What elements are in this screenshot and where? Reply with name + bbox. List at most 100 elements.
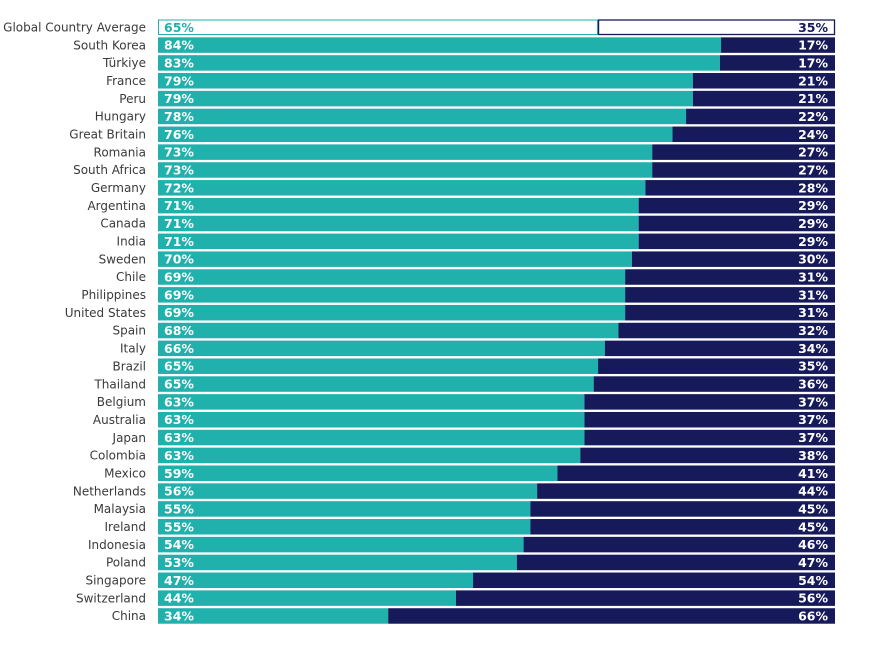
bar-left-japan xyxy=(158,429,585,446)
bar-left-peru xyxy=(158,90,693,107)
bar-left-ireland xyxy=(158,519,531,535)
value-label-left-hungary: 78% xyxy=(164,109,194,124)
value-label-left-peru: 79% xyxy=(164,91,194,106)
bar-left-turkiye xyxy=(158,55,720,71)
category-label-romania: Romania xyxy=(94,145,146,159)
value-label-right-united-states: 31% xyxy=(798,305,828,320)
bar-right-south-korea xyxy=(721,37,835,53)
value-label-right-global-country-average: 35% xyxy=(798,20,828,35)
bar-left-hungary xyxy=(158,108,687,125)
bar-left-argentina xyxy=(158,197,639,214)
bar-left-indonesia xyxy=(158,536,524,553)
value-label-left-netherlands: 56% xyxy=(164,484,194,499)
value-label-left-australia: 63% xyxy=(164,412,194,427)
category-label-south-africa: South Africa xyxy=(73,163,146,177)
category-label-peru: Peru xyxy=(119,92,146,106)
category-label-germany: Germany xyxy=(91,181,146,195)
category-label-thailand: Thailand xyxy=(93,377,146,391)
bar-right-indonesia xyxy=(523,536,835,553)
bar-left-malaysia xyxy=(158,501,531,517)
bar-right-malaysia xyxy=(530,501,835,517)
bar-right-brazil xyxy=(598,358,835,374)
value-label-right-hungary: 22% xyxy=(798,109,828,124)
category-label-argentina: Argentina xyxy=(87,199,146,213)
category-label-sweden: Sweden xyxy=(99,252,146,266)
bar-left-singapore xyxy=(158,572,474,589)
value-label-right-south-korea: 17% xyxy=(798,38,828,53)
bar-right-australia xyxy=(584,411,835,428)
category-label-china: China xyxy=(112,609,146,623)
category-label-turkiye: Türkiye xyxy=(102,56,146,70)
bar-left-south-africa xyxy=(158,162,653,178)
category-label-netherlands: Netherlands xyxy=(73,484,146,498)
value-label-left-germany: 72% xyxy=(164,180,194,195)
value-label-left-mexico: 59% xyxy=(164,466,194,481)
bar-right-argentina xyxy=(638,197,835,214)
bar-right-ireland xyxy=(530,519,835,535)
bar-right-germany xyxy=(645,180,835,196)
value-label-right-belgium: 37% xyxy=(798,394,828,409)
value-label-left-poland: 53% xyxy=(164,555,194,570)
category-label-colombia: Colombia xyxy=(90,449,146,463)
value-label-left-great-britain: 76% xyxy=(164,127,194,142)
value-label-left-philippines: 69% xyxy=(164,287,194,302)
category-label-hungary: Hungary xyxy=(95,110,146,124)
bar-right-belgium xyxy=(584,394,835,410)
value-label-right-romania: 27% xyxy=(798,145,828,160)
value-label-left-colombia: 63% xyxy=(164,448,194,463)
category-label-mexico: Mexico xyxy=(104,466,146,480)
bar-left-global-country-average xyxy=(158,19,599,35)
bar-left-india xyxy=(158,233,639,250)
value-label-right-peru: 21% xyxy=(798,91,828,106)
value-label-right-indonesia: 46% xyxy=(798,537,828,552)
value-label-right-malaysia: 45% xyxy=(798,501,828,516)
bar-left-france xyxy=(158,73,693,89)
category-label-united-states: United States xyxy=(65,306,146,320)
value-label-left-ireland: 55% xyxy=(164,519,194,534)
value-label-right-singapore: 54% xyxy=(798,573,828,588)
bar-left-mexico xyxy=(158,465,558,481)
value-label-left-switzerland: 44% xyxy=(164,591,194,606)
bar-right-hungary xyxy=(686,108,835,125)
value-label-right-poland: 47% xyxy=(798,555,828,570)
value-label-right-argentina: 29% xyxy=(798,198,828,213)
bar-right-global-country-average xyxy=(597,19,836,36)
category-label-switzerland: Switzerland xyxy=(76,591,146,605)
bar-right-india xyxy=(638,233,835,250)
category-label-spain: Spain xyxy=(112,324,146,338)
bar-right-south-africa xyxy=(652,162,835,178)
bar-right-sweden xyxy=(631,251,835,267)
value-label-left-china: 34% xyxy=(164,608,194,623)
value-label-right-chile: 31% xyxy=(798,270,828,285)
value-label-left-india: 71% xyxy=(164,234,194,249)
bar-left-australia xyxy=(158,411,585,428)
value-label-right-australia: 37% xyxy=(798,412,828,427)
bar-right-philippines xyxy=(625,287,835,303)
value-label-left-belgium: 63% xyxy=(164,394,194,409)
bar-right-china xyxy=(388,608,835,624)
bar-left-italy xyxy=(158,340,605,357)
value-label-left-brazil: 65% xyxy=(164,359,194,374)
bar-left-poland xyxy=(158,554,517,571)
bar-left-great-britain xyxy=(158,126,673,143)
bar-left-netherlands xyxy=(158,483,538,499)
value-label-right-ireland: 45% xyxy=(798,519,828,534)
bar-right-france xyxy=(692,73,835,89)
category-label-canada: Canada xyxy=(100,217,146,231)
value-label-left-canada: 71% xyxy=(164,216,194,231)
value-label-left-malaysia: 55% xyxy=(164,501,194,516)
bar-right-italy xyxy=(604,340,835,357)
category-label-italy: Italy xyxy=(120,342,146,356)
value-label-right-sweden: 30% xyxy=(798,252,828,267)
bar-left-romania xyxy=(158,144,653,160)
value-label-left-france: 79% xyxy=(164,73,194,88)
bar-right-chile xyxy=(625,269,835,285)
bar-right-thailand xyxy=(593,376,835,392)
bar-right-canada xyxy=(638,215,835,232)
value-label-left-indonesia: 54% xyxy=(164,537,194,552)
value-label-left-united-states: 69% xyxy=(164,305,194,320)
bar-left-belgium xyxy=(158,394,585,410)
value-label-left-turkiye: 83% xyxy=(164,55,194,70)
value-label-right-japan: 37% xyxy=(798,430,828,445)
bar-right-switzerland xyxy=(455,590,835,606)
